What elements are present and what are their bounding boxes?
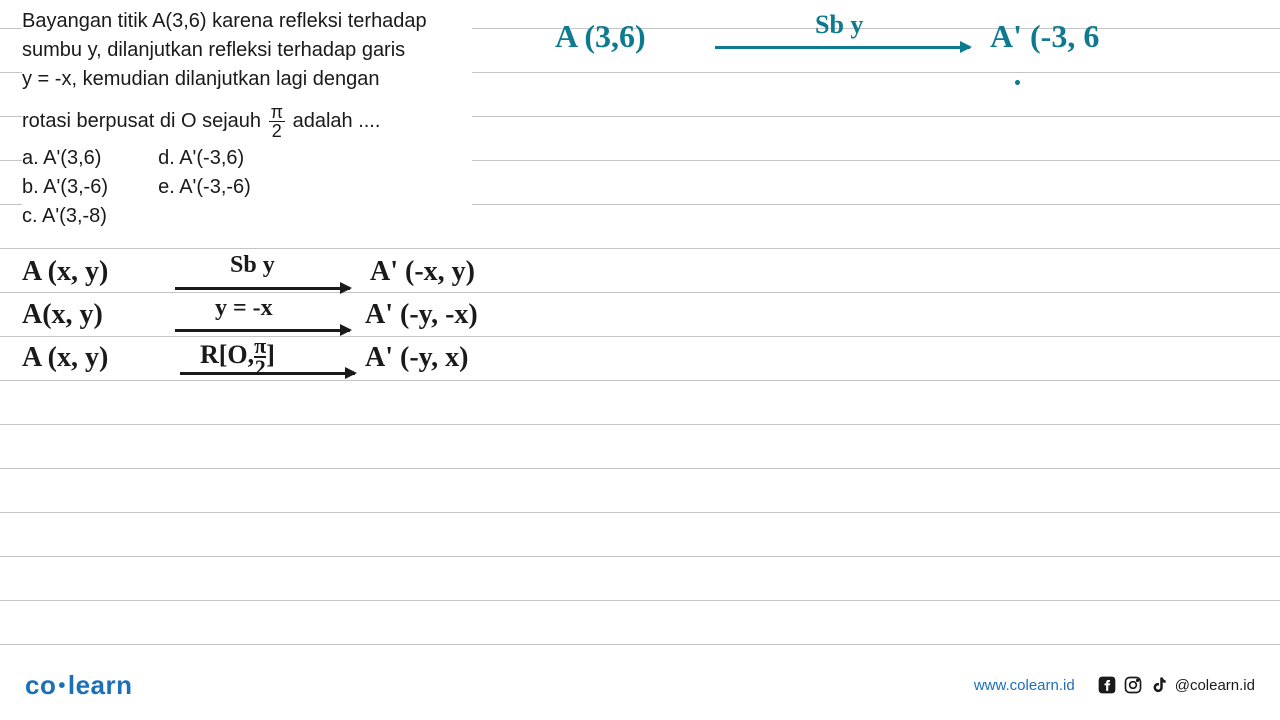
options-col-1: a. A'(3,6) b. A'(3,-6) c. A'(3,-8) — [22, 145, 108, 230]
hw-rule3-arrow — [180, 372, 355, 375]
hw-rule3-left: A (x, y) — [22, 342, 108, 374]
facebook-icon — [1097, 675, 1117, 695]
footer-url: www.colearn.id — [974, 677, 1075, 694]
tiktok-icon — [1149, 675, 1169, 695]
hw-rule2-right: A' (-y, -x) — [365, 299, 478, 331]
option-a: a. A'(3,6) — [22, 145, 108, 172]
hw-dot — [1015, 80, 1020, 85]
hw-rule1-arrow — [175, 287, 350, 290]
social-handle: @colearn.id — [1175, 677, 1255, 694]
hw-top-label: Sb y — [815, 10, 863, 40]
option-d: d. A'(-3,6) — [158, 145, 251, 172]
hw-rule1-left: A (x, y) — [22, 256, 108, 288]
question-block: Bayangan titik A(3,6) karena refleksi te… — [22, 8, 472, 230]
hw-rule2-arrow — [175, 329, 350, 332]
question-line-3: y = -x, kemudian dilanjutkan lagi dengan — [22, 66, 472, 93]
hw-rule2-label: y = -x — [215, 295, 273, 322]
question-line-4-post: adalah .... — [287, 110, 380, 132]
hw-rule3-right: A' (-y, x) — [365, 342, 468, 374]
footer-right: www.colearn.id @colearn.id — [974, 675, 1255, 695]
logo-co: co — [25, 670, 56, 700]
hw-top-arrow — [715, 46, 970, 49]
options-col-2: d. A'(-3,6) e. A'(-3,-6) — [158, 145, 251, 230]
logo-dot: • — [58, 675, 66, 697]
hw-rule1-right: A' (-x, y) — [370, 256, 475, 288]
hw-top-result: A' (-3, 6 — [990, 18, 1099, 55]
hw-rule3-label-pre: R[O, — [200, 340, 254, 369]
question-line-1: Bayangan titik A(3,6) karena refleksi te… — [22, 8, 472, 35]
logo: co•learn — [25, 670, 133, 701]
option-e: e. A'(-3,-6) — [158, 174, 251, 201]
option-b: b. A'(3,-6) — [22, 174, 108, 201]
hw-top-point: A (3,6) — [555, 18, 646, 55]
logo-learn: learn — [68, 670, 133, 700]
question-line-4: rotasi berpusat di O sejauh π2 adalah ..… — [22, 103, 472, 140]
hw-rule3-label-post: ] — [266, 340, 275, 369]
footer: co•learn www.colearn.id @colearn.id — [0, 650, 1280, 720]
hw-rule1-label: Sb y — [230, 252, 275, 279]
fraction-pi-2: π2 — [269, 103, 285, 140]
option-c: c. A'(3,-8) — [22, 203, 108, 230]
question-line-4-pre: rotasi berpusat di O sejauh — [22, 110, 267, 132]
question-line-2: sumbu y, dilanjutkan refleksi terhadap g… — [22, 37, 472, 64]
social-group: @colearn.id — [1097, 675, 1255, 695]
instagram-icon — [1123, 675, 1143, 695]
options-group: a. A'(3,6) b. A'(3,-6) c. A'(3,-8) d. A'… — [22, 145, 472, 230]
hw-rule2-left: A(x, y) — [22, 299, 103, 331]
